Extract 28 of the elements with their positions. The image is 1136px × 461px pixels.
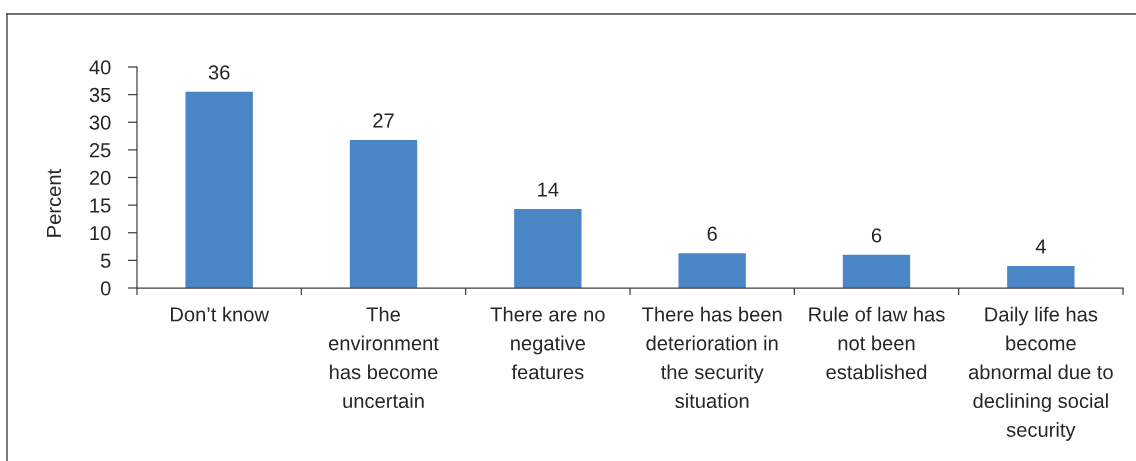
bar (185, 91, 253, 288)
y-tick-label: 40 (89, 60, 111, 75)
data-label: 27 (373, 113, 394, 128)
data-label: 4 (1035, 239, 1046, 254)
bar (842, 254, 911, 288)
y-tick-label: 35 (89, 87, 111, 103)
x-tick-label: The environment has become uncertain (328, 306, 439, 409)
x-tick-label: Rule of law has not been established (809, 306, 945, 380)
y-tick-label: 25 (89, 143, 111, 158)
y-tick-label: 0 (100, 281, 111, 296)
x-tick-label: There has been deterioration in the security situation (642, 306, 782, 409)
bar (514, 208, 582, 288)
bar (678, 253, 746, 288)
y-tick-label: 30 (89, 115, 111, 130)
y-tick-label: 10 (90, 225, 111, 241)
x-tick-label: Daily life has become abnormal due to declining social security (968, 306, 1113, 441)
y-tick-label: 15 (90, 198, 111, 213)
data-label: 36 (208, 65, 230, 80)
x-tick-label: Don’t know (171, 306, 270, 322)
data-label: 14 (538, 182, 559, 197)
bar (349, 139, 418, 288)
bar (1007, 265, 1075, 288)
y-tick-label: 5 (100, 253, 111, 268)
x-tick-label: There are no negative features (490, 306, 605, 380)
data-label: 6 (707, 226, 717, 241)
data-label: 6 (871, 228, 882, 243)
y-axis-title: Percent (46, 169, 62, 237)
y-tick-label: 20 (89, 170, 111, 185)
